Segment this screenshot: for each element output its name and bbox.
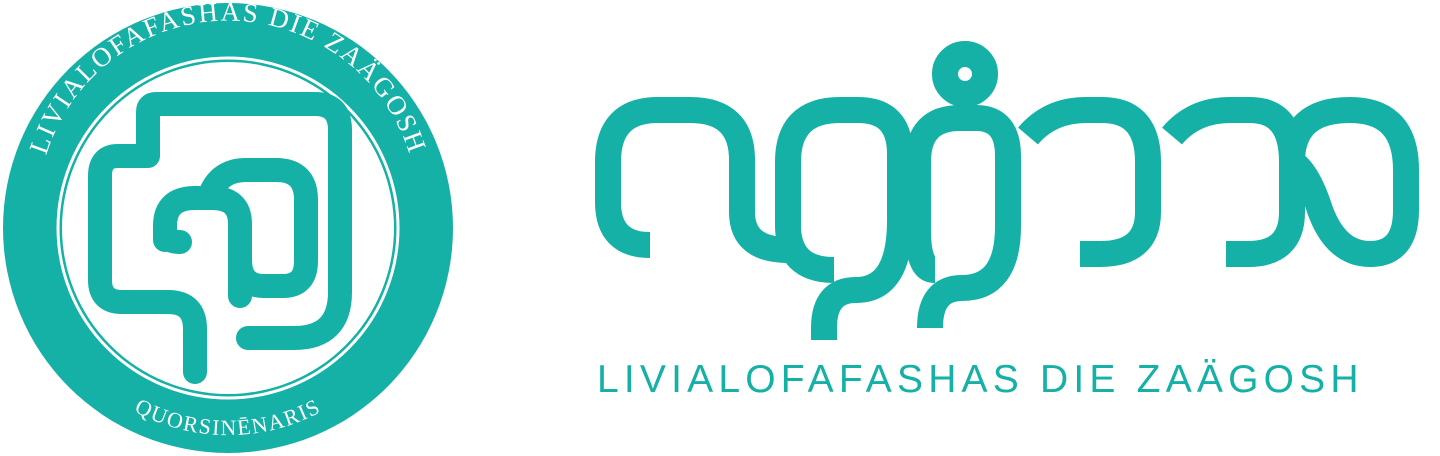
wordmark-svg xyxy=(595,41,1419,340)
wordmark-glyph-1 xyxy=(595,97,789,263)
brand-tagline: LIVIALOFAFASHAS DIE ZAÄGOSH xyxy=(597,358,1364,401)
wordmark-glyph-5 xyxy=(1162,97,1305,267)
wordmark-glyph-3 xyxy=(905,105,1021,329)
wordmark-logo xyxy=(580,40,1430,340)
wordmark-glyph-6 xyxy=(1279,97,1419,267)
seal-logo: LIVIALOFAFASHAS DIE ZAÄGOSH QUORSINĒNARI… xyxy=(0,0,456,456)
seal-emblem-icon xyxy=(88,92,352,384)
wordmark-glyph-2 xyxy=(775,97,913,329)
seal-inner-line xyxy=(56,56,400,400)
wordmark-glyph-4 xyxy=(1018,97,1161,267)
wordmark-glyph-3-loop xyxy=(932,41,998,107)
seal-svg: LIVIALOFAFASHAS DIE ZAÄGOSH QUORSINĒNARI… xyxy=(3,0,453,453)
